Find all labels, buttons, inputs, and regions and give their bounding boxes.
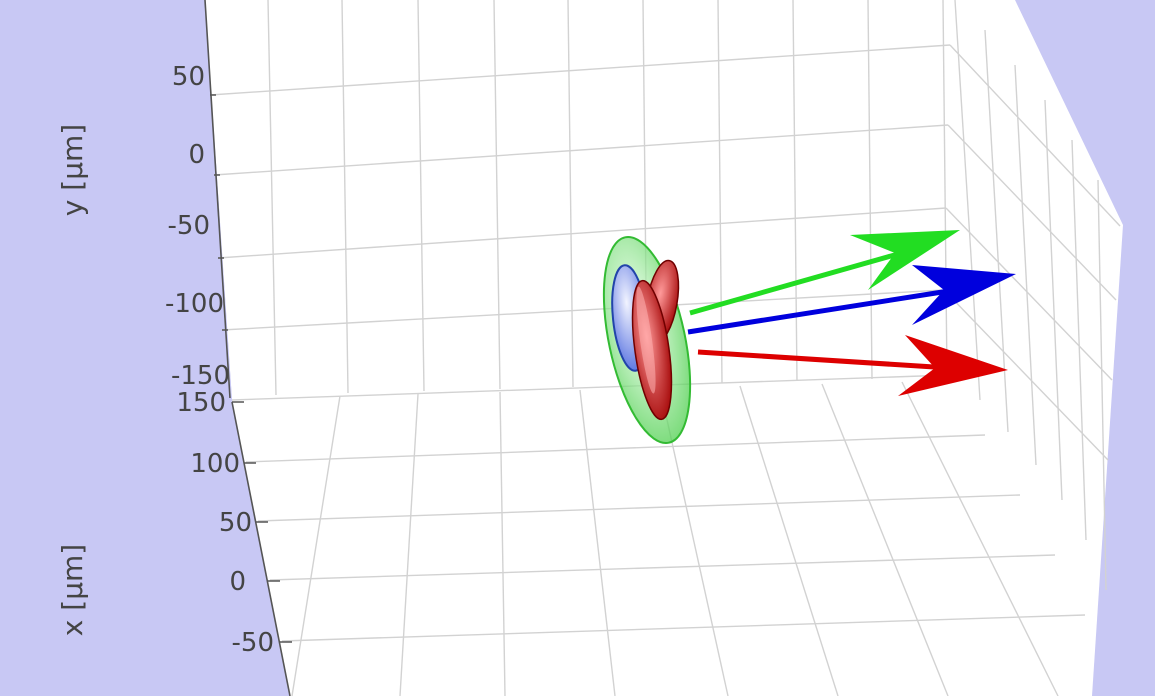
y-axis-line	[204, 0, 231, 399]
grid-line	[213, 124, 949, 176]
grid-line	[739, 385, 839, 696]
x-tick-label: 50	[219, 508, 252, 538]
grid-line	[291, 395, 341, 696]
grid-line	[942, 0, 948, 378]
grid-line	[1097, 179, 1107, 591]
grid-line	[341, 0, 349, 394]
x-axis-line	[231, 401, 291, 696]
grid-line	[281, 614, 1086, 642]
grid-line	[231, 374, 951, 401]
x-tick-label: 0	[229, 567, 246, 597]
grid-line	[269, 554, 1056, 581]
vector-green-shaft	[689, 249, 906, 316]
grid	[209, 0, 1121, 696]
grid-line	[1044, 99, 1063, 501]
y-tick-label: -100	[165, 289, 224, 319]
ellipsoid-highlight	[636, 286, 656, 394]
grid-line	[984, 29, 1009, 433]
grid-line	[209, 44, 951, 96]
y-axis-label: y [μm]	[56, 124, 89, 216]
grid-line	[1014, 64, 1037, 466]
vector-red-head	[898, 335, 1008, 396]
grid-line	[945, 207, 1113, 381]
grid-line	[792, 0, 798, 382]
grid-line	[579, 389, 616, 696]
grid-line	[417, 0, 425, 392]
grid-line	[217, 207, 947, 259]
x-tick-label: 100	[190, 449, 240, 479]
y-tick-label: -150	[171, 361, 230, 391]
vector-blue-head	[912, 265, 1016, 325]
vectors	[687, 230, 1016, 396]
grid-line	[399, 393, 419, 696]
grid-line	[954, 0, 981, 401]
left-pane-shade	[0, 0, 290, 696]
y-axis-ticks: 50 0 -50 -100 -150	[165, 62, 230, 391]
x-tick-label: -50	[232, 628, 274, 658]
x-axis-ticks: 150 100 50 0 -50	[176, 388, 292, 658]
grid-line	[1071, 139, 1087, 541]
y-tick-label: 0	[188, 140, 205, 170]
grid-line	[901, 381, 1059, 696]
grid-line	[717, 0, 723, 384]
vector-blue-shaft	[687, 287, 956, 335]
grid-line	[867, 0, 873, 380]
x-axis-label: x [μm]	[56, 544, 89, 636]
grid-line	[947, 124, 1117, 301]
vector-red-shaft	[697, 349, 951, 371]
grid-line	[943, 289, 1109, 461]
grid-line	[499, 391, 506, 696]
grid-line	[257, 494, 1021, 522]
vector-green-head	[850, 230, 960, 290]
grid-line	[245, 434, 986, 463]
x-tick-label: 150	[176, 388, 226, 418]
grid-line	[221, 289, 945, 331]
grid-line	[493, 0, 501, 390]
grid-line	[567, 0, 574, 388]
ellipsoids	[602, 235, 692, 445]
grid-line	[821, 383, 949, 696]
grid-line	[267, 0, 277, 396]
y-tick-label: 50	[172, 62, 205, 92]
y-tick-label: -50	[168, 211, 210, 241]
grid-line	[949, 44, 1121, 227]
